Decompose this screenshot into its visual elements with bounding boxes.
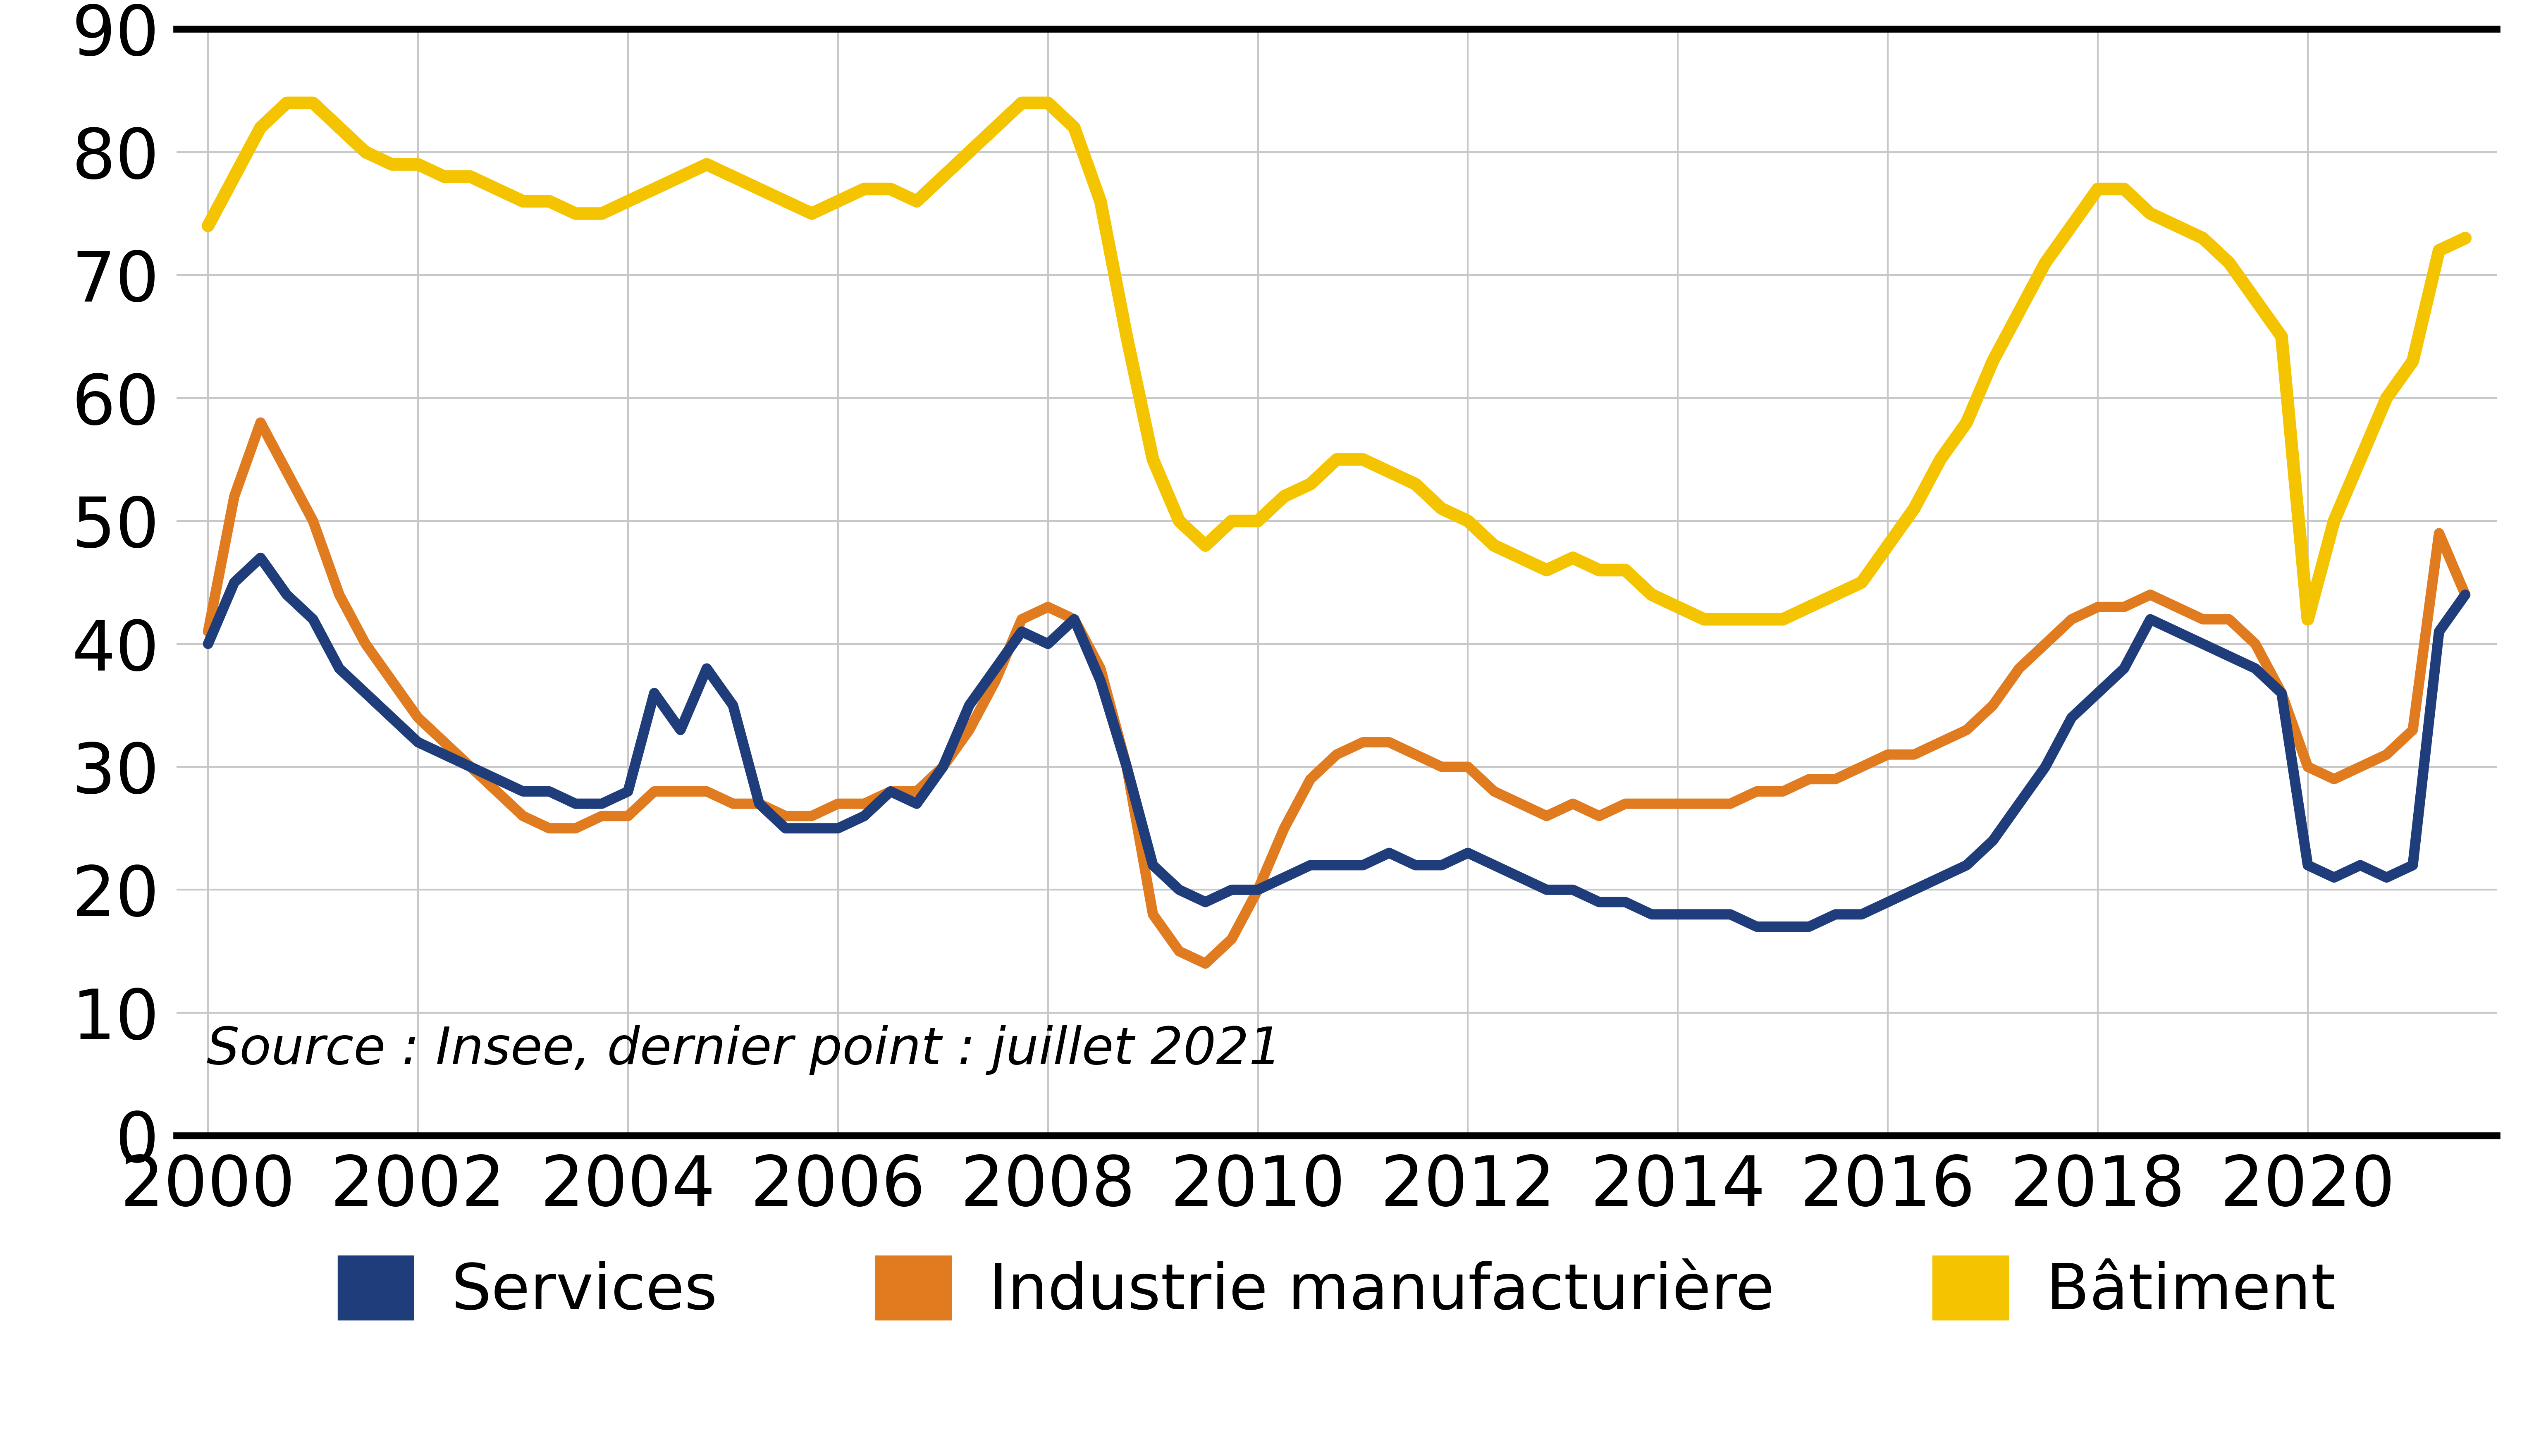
Text: Source : Insee, dernier point : juillet 2021: Source : Insee, dernier point : juillet … xyxy=(207,1025,1281,1075)
Legend: Services, Industrie manufacturière, Bâtiment: Services, Industrie manufacturière, Bâti… xyxy=(313,1230,2361,1348)
